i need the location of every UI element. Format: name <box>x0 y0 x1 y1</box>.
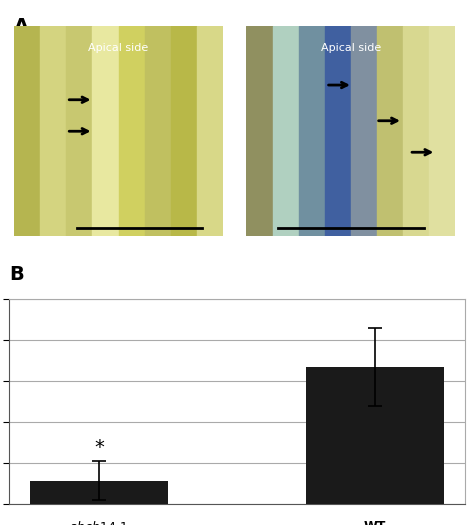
Text: A: A <box>14 17 29 36</box>
Text: B: B <box>9 265 24 284</box>
Text: DR5::GUS-WT: DR5::GUS-WT <box>310 214 382 224</box>
Text: DR5::GUS-abcb14-1: DR5::GUS-abcb14-1 <box>62 214 166 224</box>
Bar <box>306 367 444 504</box>
Text: Apical side: Apical side <box>320 43 381 53</box>
Text: $\it{abcb14}$-$\it{1}$: $\it{abcb14}$-$\it{1}$ <box>69 520 129 525</box>
Text: WT: WT <box>364 520 386 525</box>
Bar <box>30 481 168 504</box>
Text: *: * <box>94 438 104 457</box>
Text: Apical side: Apical side <box>88 43 149 53</box>
